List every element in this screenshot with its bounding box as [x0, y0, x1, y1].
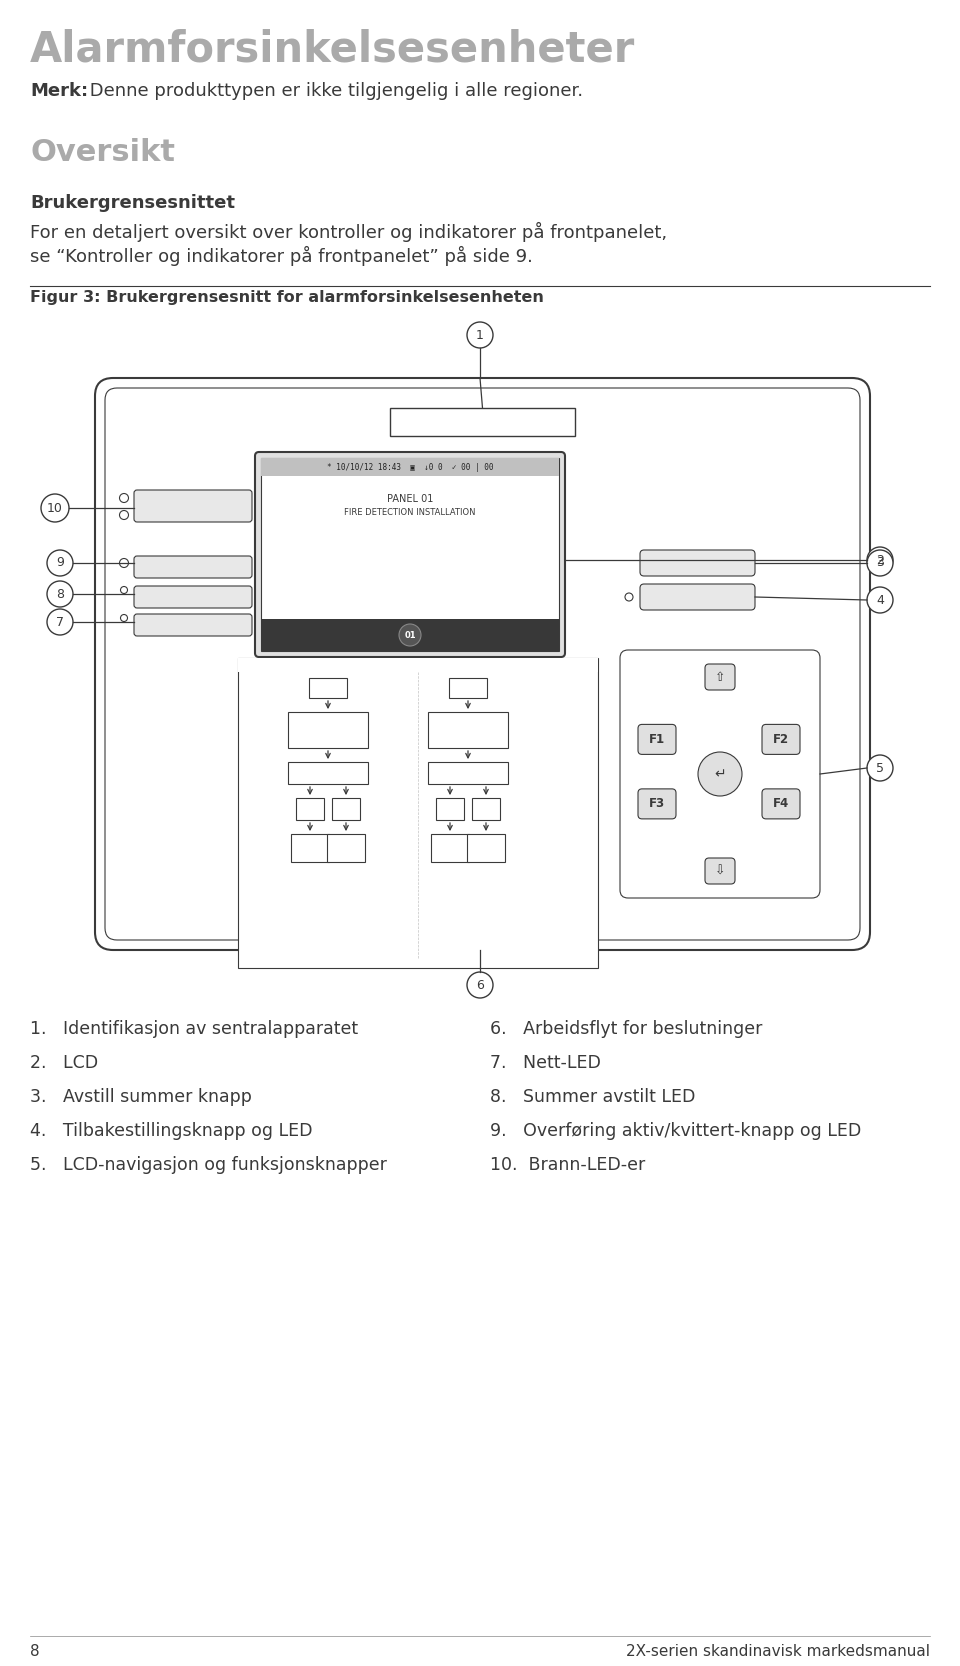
Text: F3: F3	[649, 798, 665, 810]
FancyBboxPatch shape	[134, 586, 252, 608]
Text: F2: F2	[773, 733, 789, 746]
Bar	[467, 835, 505, 861]
Text: 8.   Summer avstilt LED: 8. Summer avstilt LED	[490, 1088, 695, 1106]
Text: 2X-serien skandinavisk markedsmanual: 2X-serien skandinavisk markedsmanual	[626, 1644, 930, 1659]
FancyBboxPatch shape	[762, 790, 800, 820]
Text: * 10/10/12 18:43  ▣  ↓0 0  ✓ 00 | 00: * 10/10/12 18:43 ▣ ↓0 0 ✓ 00 | 00	[326, 463, 493, 471]
Bar	[472, 798, 500, 820]
Bar	[449, 678, 487, 698]
Text: 8: 8	[30, 1644, 39, 1659]
FancyBboxPatch shape	[105, 388, 860, 940]
FancyBboxPatch shape	[95, 378, 870, 950]
Text: Merk:: Merk:	[30, 82, 88, 100]
FancyBboxPatch shape	[640, 585, 755, 610]
Circle shape	[867, 586, 893, 613]
Text: se “Kontroller og indikatorer på frontpanelet” på side 9.: se “Kontroller og indikatorer på frontpa…	[30, 247, 533, 267]
FancyBboxPatch shape	[620, 650, 820, 898]
Text: FIRE DETECTION INSTALLATION: FIRE DETECTION INSTALLATION	[345, 508, 476, 516]
Circle shape	[867, 546, 893, 573]
Text: 1: 1	[476, 328, 484, 342]
Text: 3: 3	[876, 556, 884, 570]
FancyBboxPatch shape	[638, 790, 676, 820]
Text: 4: 4	[876, 593, 884, 606]
Text: 7: 7	[56, 615, 64, 628]
Text: 10: 10	[47, 501, 63, 515]
Text: 9.   Overføring aktiv/kvittert-knapp og LED: 9. Overføring aktiv/kvittert-knapp og LE…	[490, 1121, 861, 1140]
FancyBboxPatch shape	[705, 858, 735, 885]
Bar	[288, 761, 368, 785]
Bar	[428, 761, 508, 785]
Circle shape	[121, 586, 128, 593]
Circle shape	[467, 322, 493, 348]
Circle shape	[119, 493, 129, 503]
Text: 7.   Nett-LED: 7. Nett-LED	[490, 1055, 601, 1071]
Circle shape	[41, 495, 69, 521]
Text: Denne produkttypen er ikke tilgjengelig i alle regioner.: Denne produkttypen er ikke tilgjengelig …	[84, 82, 583, 100]
Text: ↵: ↵	[714, 766, 726, 781]
Text: ⇩: ⇩	[715, 865, 725, 878]
Text: Brukergrensesnittet: Brukergrensesnittet	[30, 193, 235, 212]
Text: 6.   Arbeidsflyt for beslutninger: 6. Arbeidsflyt for beslutninger	[490, 1020, 762, 1038]
Circle shape	[867, 550, 893, 576]
FancyBboxPatch shape	[134, 556, 252, 578]
Text: Alarmforsinkelsesenheter: Alarmforsinkelsesenheter	[30, 28, 636, 70]
Text: Oversikt: Oversikt	[30, 138, 175, 167]
Bar	[261, 620, 559, 651]
Bar	[309, 678, 347, 698]
Text: 9: 9	[56, 556, 64, 570]
Bar	[238, 658, 598, 968]
Text: 2: 2	[876, 553, 884, 566]
Circle shape	[467, 971, 493, 998]
Text: 10.  Brann-LED-er: 10. Brann-LED-er	[490, 1156, 645, 1175]
Text: Figur 3: Brukergrensesnitt for alarmforsinkelsesenheten: Figur 3: Brukergrensesnitt for alarmfors…	[30, 290, 544, 305]
FancyBboxPatch shape	[705, 665, 735, 690]
FancyBboxPatch shape	[255, 451, 565, 656]
Bar	[238, 658, 598, 671]
Circle shape	[47, 610, 73, 635]
Bar	[291, 835, 329, 861]
Text: 1.   Identifikasjon av sentralapparatet: 1. Identifikasjon av sentralapparatet	[30, 1020, 358, 1038]
Text: 3.   Avstill summer knapp: 3. Avstill summer knapp	[30, 1088, 252, 1106]
Text: F1: F1	[649, 733, 665, 746]
FancyBboxPatch shape	[638, 725, 676, 755]
Bar	[390, 408, 575, 436]
Text: 4.   Tilbakestillingsknapp og LED: 4. Tilbakestillingsknapp og LED	[30, 1121, 313, 1140]
Circle shape	[867, 755, 893, 781]
Text: PANEL 01: PANEL 01	[387, 495, 433, 505]
Bar	[261, 458, 559, 476]
Circle shape	[625, 593, 633, 601]
Bar	[436, 798, 464, 820]
FancyBboxPatch shape	[134, 615, 252, 636]
Circle shape	[119, 510, 129, 520]
Circle shape	[399, 625, 421, 646]
Bar	[431, 835, 469, 861]
Circle shape	[47, 581, 73, 606]
Bar	[288, 711, 368, 748]
Bar	[332, 798, 360, 820]
Bar	[261, 458, 559, 651]
FancyBboxPatch shape	[640, 550, 755, 576]
Text: 8: 8	[56, 588, 64, 600]
Circle shape	[121, 615, 128, 621]
Text: 6: 6	[476, 978, 484, 991]
Circle shape	[698, 751, 742, 796]
Bar	[296, 798, 324, 820]
Circle shape	[119, 558, 129, 568]
Circle shape	[47, 550, 73, 576]
Text: F4: F4	[773, 798, 789, 810]
Bar	[327, 835, 365, 861]
Text: For en detaljert oversikt over kontroller og indikatorer på frontpanelet,: For en detaljert oversikt over kontrolle…	[30, 222, 667, 242]
Text: 2.   LCD: 2. LCD	[30, 1055, 98, 1071]
FancyBboxPatch shape	[762, 725, 800, 755]
FancyBboxPatch shape	[134, 490, 252, 521]
Text: ⇧: ⇧	[715, 670, 725, 683]
Bar	[428, 711, 508, 748]
Text: 5.   LCD-navigasjon og funksjonsknapper: 5. LCD-navigasjon og funksjonsknapper	[30, 1156, 387, 1175]
Text: 5: 5	[876, 761, 884, 775]
Text: 01: 01	[404, 630, 416, 640]
